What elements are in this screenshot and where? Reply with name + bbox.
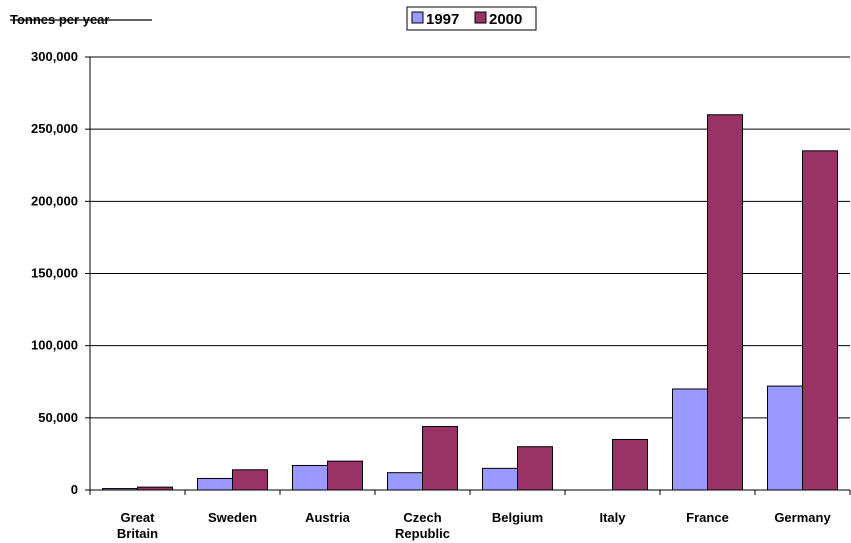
bar-1997-belgium	[482, 467, 518, 491]
bar-1997-czech-republic	[387, 472, 423, 491]
y-tick-label: 200,000	[31, 193, 78, 208]
y-axis-ticks: 0 50,000 100,000 150,000 200,000 250,000 300,0…	[31, 49, 90, 497]
y-tick-label: 0	[71, 482, 78, 497]
bar-2000-austria	[327, 460, 363, 491]
bar-1997-france	[672, 388, 708, 491]
y-tick-label: 250,000	[31, 121, 78, 136]
legend-swatch-1997	[411, 11, 424, 24]
y-tick-label: 300,000	[31, 49, 78, 64]
bar-2000-sweden	[232, 469, 268, 491]
bar-2000-italy	[612, 438, 648, 491]
x-tick-label: Italy	[599, 510, 626, 525]
axes	[89, 57, 851, 495]
legend: 1997 2000	[406, 6, 537, 31]
y-tick-label: 100,000	[31, 338, 78, 353]
bar-1997-sweden	[197, 477, 233, 491]
bar-2000-belgium	[517, 446, 553, 491]
y-tick-label: 150,000	[31, 266, 78, 281]
x-axis-labels: Great Britain Sweden Austria Czech Republic Be…	[117, 510, 832, 541]
bar-2000-germany	[802, 150, 838, 491]
x-tick-label: Germany	[774, 510, 831, 525]
bar-2000-czech-republic	[422, 425, 458, 491]
y-tick-label: 50,000	[38, 410, 78, 425]
x-tick-label: Sweden	[208, 510, 257, 525]
x-tick-label: France	[686, 510, 729, 525]
legend-swatch-2000	[474, 11, 487, 24]
x-tick-label: Belgium	[492, 510, 543, 525]
legend-label-1997: 1997	[426, 11, 459, 28]
legend-label-2000: 2000	[489, 11, 522, 28]
x-tick-label: Great Britain	[117, 510, 158, 541]
bars	[102, 114, 838, 491]
x-tick-label: Austria	[305, 510, 351, 525]
legend-box	[406, 6, 537, 31]
bar-1997-austria	[292, 464, 328, 491]
bar-2000-france	[707, 114, 743, 491]
x-tick-label: Czech Republic	[395, 510, 450, 541]
bar-1997-germany	[767, 385, 803, 491]
